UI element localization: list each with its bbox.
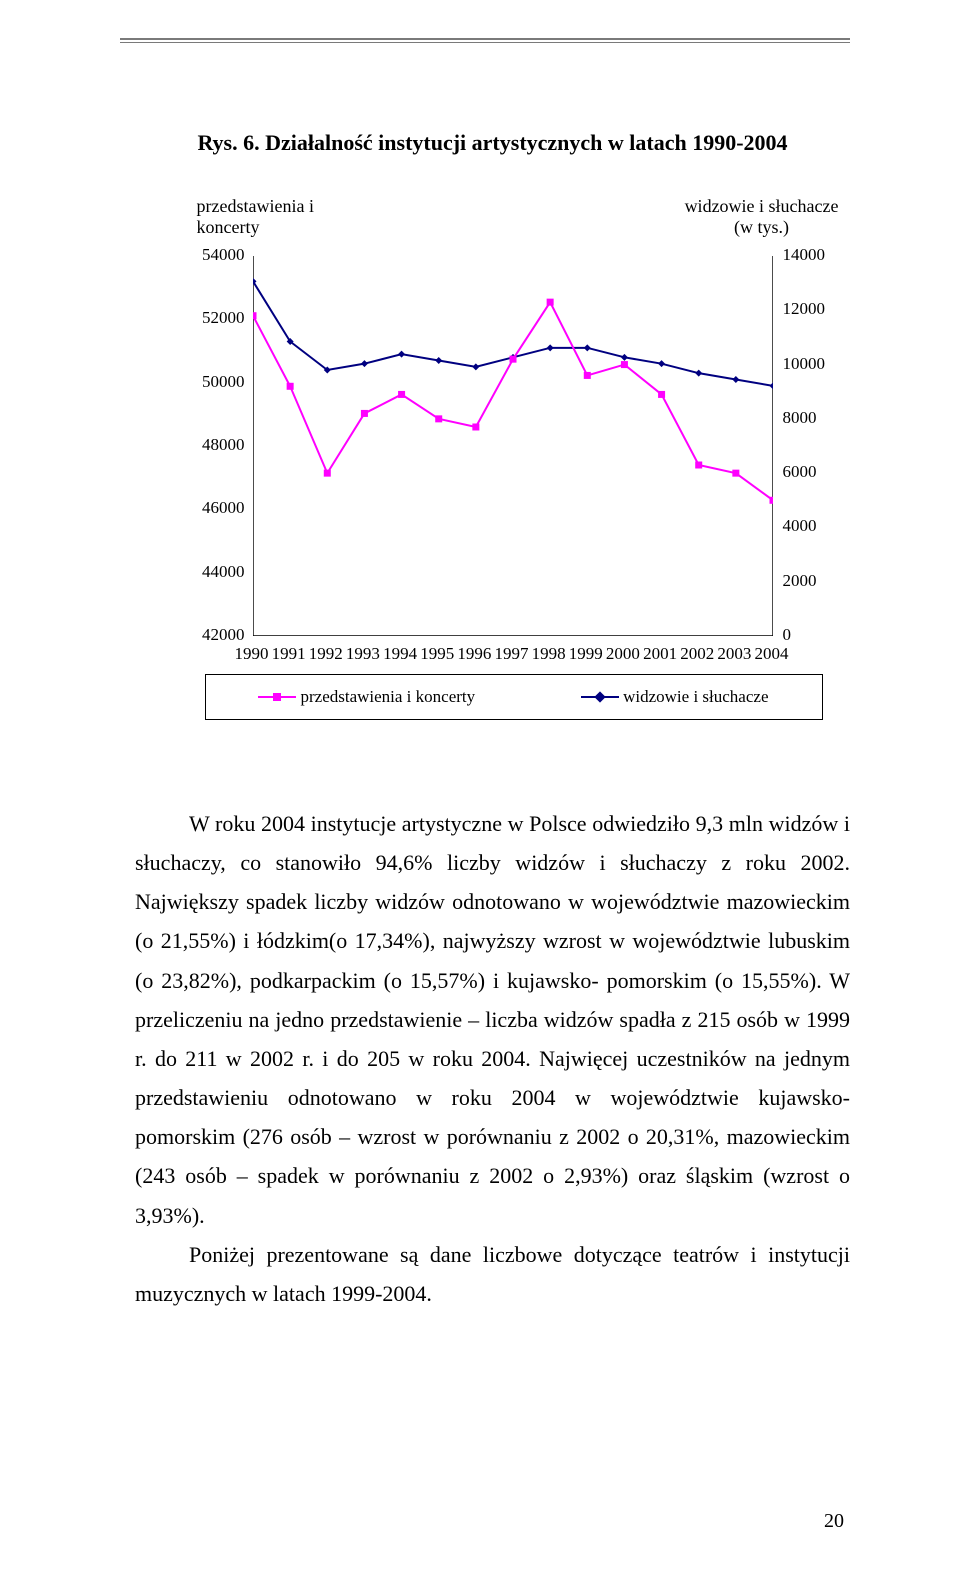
paragraph-2: Poniżej prezentowane są dane liczbowe do… [135, 1235, 850, 1313]
legend-label-1: widzowie i słuchacze [623, 687, 768, 707]
right-tick: 4000 [783, 516, 817, 536]
legend-line-1 [581, 696, 619, 698]
header-rule-outer [120, 38, 850, 40]
x-tick: 1999 [569, 644, 603, 664]
x-tick: 1997 [495, 644, 529, 664]
legend-item-1: widzowie i słuchacze [581, 687, 768, 707]
x-tick: 2003 [717, 644, 751, 664]
left-tick: 44000 [202, 562, 245, 582]
right-tick: 14000 [783, 245, 826, 265]
x-tick: 1996 [457, 644, 491, 664]
x-tick: 2002 [680, 644, 714, 664]
paragraph-1: W roku 2004 instytucje artystyczne w Pol… [135, 804, 850, 1235]
right-tick: 8000 [783, 408, 817, 428]
left-axis-title: przedstawienia i koncerty [197, 196, 314, 238]
left-tick: 46000 [202, 498, 245, 518]
left-tick: 54000 [202, 245, 245, 265]
x-tick: 1990 [235, 644, 269, 664]
right-axis-title: widzowie i słuchacze (w tys.) [685, 196, 839, 238]
x-tick: 2000 [606, 644, 640, 664]
x-tick: 2001 [643, 644, 677, 664]
chart: przedstawienia i koncerty widzowie i słu… [153, 202, 833, 762]
x-tick: 1998 [532, 644, 566, 664]
legend-item-0: przedstawienia i koncerty [258, 687, 475, 707]
x-tick: 1994 [383, 644, 417, 664]
left-tick: 52000 [202, 308, 245, 328]
header-rule-inner [120, 42, 850, 43]
right-tick: 6000 [783, 462, 817, 482]
square-icon [273, 693, 281, 701]
x-tick: 1993 [346, 644, 380, 664]
right-tick: 0 [783, 625, 792, 645]
left-tick: 42000 [202, 625, 245, 645]
right-tick: 10000 [783, 354, 826, 374]
page: Rys. 6. Działalność instytucji artystycz… [0, 0, 960, 1593]
page-number: 20 [824, 1510, 844, 1533]
x-tick: 1992 [309, 644, 343, 664]
right-tick: 2000 [783, 571, 817, 591]
diamond-icon [594, 691, 605, 702]
plot-svg [253, 256, 773, 636]
plot-area [253, 256, 773, 636]
x-tick: 1995 [420, 644, 454, 664]
legend-line-0 [258, 696, 296, 698]
legend-label-0: przedstawienia i koncerty [300, 687, 475, 707]
figure-title: Rys. 6. Działalność instytucji artystycz… [135, 130, 850, 156]
body-text: W roku 2004 instytucje artystyczne w Pol… [135, 804, 850, 1313]
legend: przedstawienia i koncerty widzowie i słu… [205, 674, 823, 720]
x-tick: 2004 [755, 644, 789, 664]
left-tick: 50000 [202, 372, 245, 392]
x-tick: 1991 [272, 644, 306, 664]
right-tick: 12000 [783, 299, 826, 319]
left-tick: 48000 [202, 435, 245, 455]
